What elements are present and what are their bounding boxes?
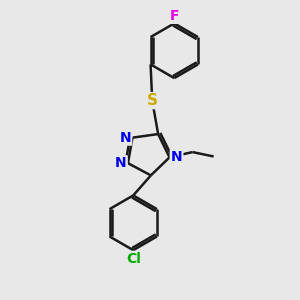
Text: N: N — [115, 156, 127, 170]
Text: Cl: Cl — [126, 252, 141, 266]
Text: F: F — [169, 9, 179, 23]
Text: N: N — [171, 150, 182, 164]
Text: S: S — [147, 93, 158, 108]
Text: N: N — [120, 131, 131, 145]
